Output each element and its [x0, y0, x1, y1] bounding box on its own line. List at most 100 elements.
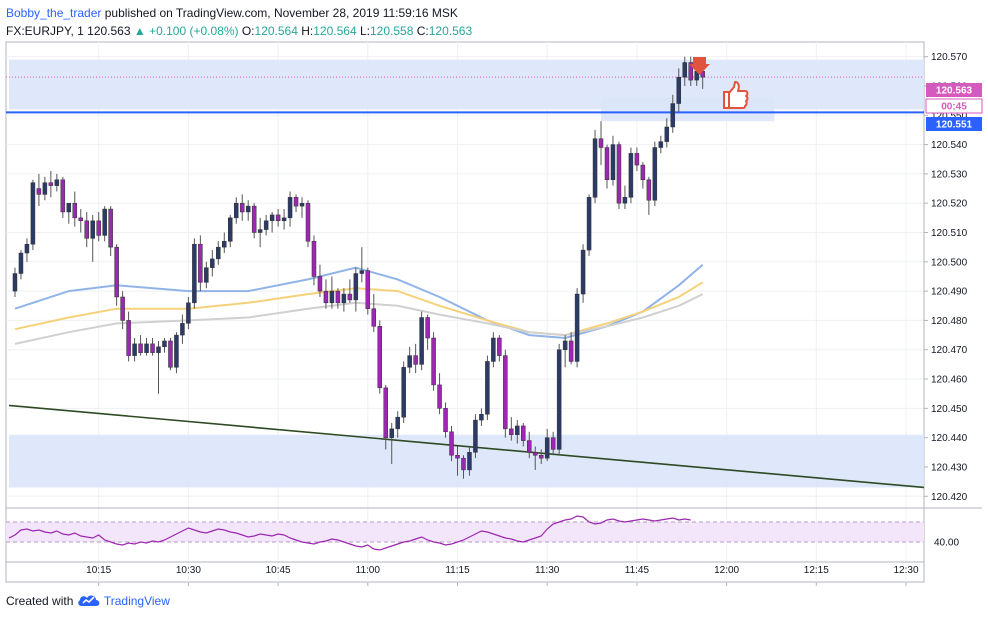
y-tick-label: 120.520	[931, 199, 968, 210]
bull-candle	[299, 197, 305, 218]
bear-candle	[293, 194, 299, 212]
candle-body	[347, 293, 353, 301]
bull-candle	[204, 261, 209, 289]
bull-candle	[664, 118, 670, 148]
bear-candle	[383, 384, 388, 450]
price-axis[interactable]: 120.570120.560120.550120.540120.530120.5…	[924, 52, 968, 503]
x-tick-label: 10:30	[176, 565, 201, 576]
bull-candle	[676, 68, 682, 113]
bear-candle	[425, 314, 430, 350]
bull-candle	[544, 428, 550, 462]
candle-body	[12, 273, 18, 292]
bear-candle	[114, 244, 119, 306]
candle-body	[192, 243, 197, 304]
y-tick-label: 120.430	[931, 462, 968, 473]
breakout-zone	[601, 97, 775, 122]
candle-body	[30, 182, 36, 245]
bear-candle	[532, 446, 538, 470]
bull-candle	[162, 338, 167, 353]
candle-body	[676, 76, 682, 104]
bull-candle	[682, 56, 687, 86]
candle-body	[509, 428, 514, 435]
candle-body	[473, 419, 478, 453]
candle-body	[174, 334, 179, 368]
y-tick-label: 120.540	[931, 140, 968, 151]
candle-body	[532, 452, 538, 456]
bear-candle	[688, 56, 693, 86]
low-value: 120.558	[370, 24, 414, 38]
y-tick-label: 120.460	[931, 375, 968, 386]
bull-candle	[210, 250, 215, 277]
bear-candle	[550, 431, 556, 456]
candle-body	[377, 326, 383, 389]
bull-candle	[479, 408, 484, 426]
candle-body	[114, 246, 119, 298]
bull-candle	[222, 232, 227, 254]
candle-body	[210, 258, 215, 268]
bull-candle	[233, 197, 239, 224]
candle-body	[293, 197, 299, 207]
moving-average-1	[14, 281, 704, 337]
tradingview-brand-link[interactable]: TradingView	[103, 594, 170, 608]
candle-body	[228, 217, 233, 242]
candle-body	[485, 361, 490, 415]
time-axis[interactable]: 10:15 10:30 10:45 11:00 11:15 11:30 11:45 12:00…	[86, 565, 919, 586]
candle-body	[96, 220, 101, 236]
candle-body	[281, 217, 287, 222]
y-tick-label: 120.490	[931, 287, 968, 298]
bull-candle	[192, 238, 197, 309]
candle-body	[419, 317, 424, 365]
bull-candle	[586, 194, 592, 256]
candle-body	[120, 296, 125, 321]
y-tick-label: 120.450	[931, 404, 968, 415]
x-tick-label: 12:15	[804, 565, 829, 576]
candle-body	[479, 413, 484, 421]
candle-body	[180, 323, 185, 336]
bull-candle	[18, 250, 24, 280]
bull-candle	[610, 135, 616, 186]
candle-body	[628, 153, 634, 198]
candle-body	[604, 147, 610, 180]
candle-body	[640, 164, 646, 180]
candle-body	[389, 428, 394, 438]
y-tick-label: 120.500	[931, 257, 968, 268]
candle-body	[568, 340, 574, 362]
bear-candle	[371, 294, 377, 333]
candle-body	[102, 208, 107, 236]
candle-body	[287, 197, 293, 219]
bear-candle	[108, 206, 113, 256]
price-tags: 120.563 00:45 120.551	[925, 83, 983, 131]
bear-candle	[275, 209, 281, 227]
rsi-band	[6, 522, 924, 542]
candle-body	[491, 337, 496, 362]
candle-body	[72, 202, 78, 219]
candle-body	[425, 317, 430, 339]
last-price: 120.563	[87, 24, 131, 38]
bear-candle	[317, 264, 323, 297]
rsi-line	[8, 515, 691, 551]
candle-body	[359, 270, 365, 274]
candle-body	[527, 440, 532, 453]
bear-candle	[365, 267, 371, 315]
bear-candle	[449, 425, 454, 462]
candle-body	[329, 290, 335, 304]
bear-candle	[640, 162, 646, 189]
bear-candle	[503, 349, 508, 438]
open-label: O:	[241, 24, 255, 38]
bull-candle	[491, 332, 496, 368]
author-link[interactable]: Bobby_the_trader	[6, 6, 102, 20]
candle-body	[299, 202, 305, 207]
candle-body	[443, 408, 448, 433]
bear-candle	[168, 338, 173, 371]
bull-candle	[281, 209, 287, 230]
candle-body	[36, 188, 42, 195]
bull-candle	[269, 211, 275, 233]
bull-candle	[395, 411, 400, 438]
y-tick-label: 120.550	[931, 111, 968, 122]
bull-candle	[287, 191, 293, 227]
bull-candle	[180, 314, 185, 344]
candle-body	[311, 241, 317, 277]
bear-candle	[48, 170, 54, 198]
bull-candle	[658, 135, 664, 154]
